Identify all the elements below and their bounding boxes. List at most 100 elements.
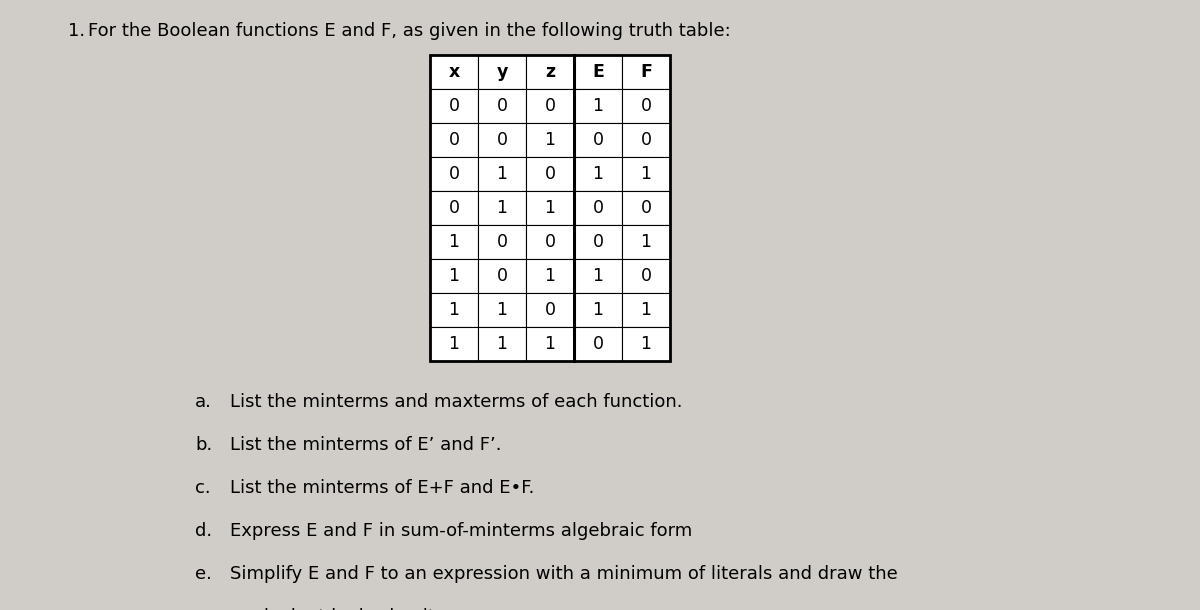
Text: 1: 1	[593, 165, 604, 183]
Text: 1: 1	[545, 267, 556, 285]
Text: 1: 1	[641, 301, 652, 319]
Text: 0: 0	[497, 267, 508, 285]
Bar	[526, 89, 574, 123]
Bar	[574, 89, 622, 123]
Bar	[430, 123, 478, 157]
Bar	[478, 157, 526, 191]
Text: List the minterms of E’ and F’.: List the minterms of E’ and F’.	[230, 436, 502, 454]
Bar	[478, 225, 526, 259]
Text: 0: 0	[593, 199, 604, 217]
Bar	[478, 293, 526, 327]
Text: List the minterms of E+F and E•F.: List the minterms of E+F and E•F.	[230, 479, 534, 497]
Text: 0: 0	[449, 131, 460, 149]
Bar	[526, 191, 574, 225]
Text: 1: 1	[545, 335, 556, 353]
Text: x: x	[449, 63, 460, 81]
Bar	[622, 327, 670, 361]
Bar	[526, 293, 574, 327]
Bar	[526, 327, 574, 361]
Text: 0: 0	[593, 131, 604, 149]
Bar	[430, 55, 478, 89]
Text: 1: 1	[449, 301, 460, 319]
Text: d.: d.	[194, 522, 212, 540]
Text: 0: 0	[497, 131, 508, 149]
Bar	[574, 293, 622, 327]
Text: E: E	[592, 63, 604, 81]
Bar	[478, 89, 526, 123]
Text: 0: 0	[497, 233, 508, 251]
Bar	[430, 157, 478, 191]
Text: 0: 0	[545, 165, 556, 183]
Text: Express E and F in sum-of-minterms algebraic form: Express E and F in sum-of-minterms algeb…	[230, 522, 692, 540]
Text: 0: 0	[545, 233, 556, 251]
Bar	[622, 293, 670, 327]
Bar	[430, 89, 478, 123]
Text: b.: b.	[194, 436, 212, 454]
Bar	[622, 259, 670, 293]
Bar	[430, 293, 478, 327]
Text: 0: 0	[641, 97, 652, 115]
Bar	[478, 327, 526, 361]
Text: y: y	[497, 63, 508, 81]
Text: 1: 1	[449, 335, 460, 353]
Bar	[526, 157, 574, 191]
Text: 0: 0	[449, 199, 460, 217]
Bar	[574, 157, 622, 191]
Bar	[622, 55, 670, 89]
Text: 1: 1	[593, 267, 604, 285]
Text: 1: 1	[497, 165, 508, 183]
Text: Simplify E and F to an expression with a minimum of literals and draw the: Simplify E and F to an expression with a…	[230, 565, 898, 583]
Text: For the Boolean functions E and F, as given in the following truth table:: For the Boolean functions E and F, as gi…	[88, 22, 731, 40]
Bar	[574, 259, 622, 293]
Text: 1: 1	[593, 301, 604, 319]
Text: List the minterms and maxterms of each function.: List the minterms and maxterms of each f…	[230, 393, 683, 411]
Bar	[478, 55, 526, 89]
Bar	[622, 191, 670, 225]
Text: 0: 0	[641, 199, 652, 217]
Text: 0: 0	[545, 301, 556, 319]
Text: 1: 1	[641, 335, 652, 353]
Text: 0: 0	[497, 97, 508, 115]
Bar	[430, 191, 478, 225]
Text: equivalent logic circuit.: equivalent logic circuit.	[230, 608, 440, 610]
Bar	[430, 225, 478, 259]
Text: 1: 1	[545, 131, 556, 149]
Text: e.: e.	[194, 565, 212, 583]
Text: 1: 1	[497, 301, 508, 319]
Bar	[574, 225, 622, 259]
Text: 0: 0	[593, 233, 604, 251]
Text: 0: 0	[641, 267, 652, 285]
Bar	[526, 225, 574, 259]
Text: 1: 1	[641, 165, 652, 183]
Text: 1: 1	[449, 233, 460, 251]
Bar	[622, 225, 670, 259]
Bar	[574, 55, 622, 89]
Bar	[526, 259, 574, 293]
Bar	[526, 55, 574, 89]
Text: z: z	[545, 63, 556, 81]
Text: 0: 0	[545, 97, 556, 115]
Bar	[622, 123, 670, 157]
Text: 1: 1	[497, 199, 508, 217]
Text: 1: 1	[497, 335, 508, 353]
Bar	[574, 191, 622, 225]
Text: F: F	[640, 63, 652, 81]
Text: 1: 1	[641, 233, 652, 251]
Bar	[574, 327, 622, 361]
Bar	[478, 123, 526, 157]
Text: a.: a.	[194, 393, 212, 411]
Bar	[430, 55, 670, 361]
Text: 1: 1	[545, 199, 556, 217]
Text: 0: 0	[449, 165, 460, 183]
Bar	[574, 123, 622, 157]
Text: 0: 0	[641, 131, 652, 149]
Bar	[622, 89, 670, 123]
Bar	[526, 123, 574, 157]
Text: 1.: 1.	[68, 22, 85, 40]
Text: 1: 1	[449, 267, 460, 285]
Bar	[430, 259, 478, 293]
Bar	[430, 327, 478, 361]
Text: c.: c.	[194, 479, 211, 497]
Text: 1: 1	[593, 97, 604, 115]
Text: 0: 0	[449, 97, 460, 115]
